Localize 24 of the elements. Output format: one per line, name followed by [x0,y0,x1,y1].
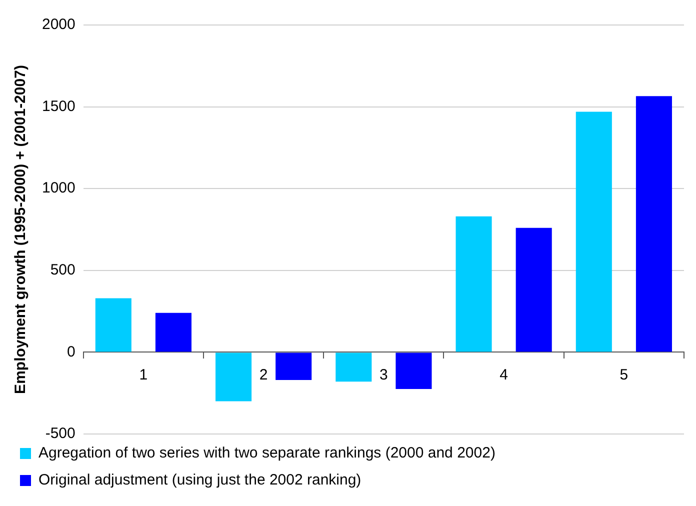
x-tick-label: 4 [500,366,508,384]
bar [576,112,612,352]
bar [216,352,252,402]
y-tick-label: -500 [45,425,76,442]
bar [636,96,672,352]
x-tick-label: 5 [620,366,628,384]
bar [456,216,492,352]
bar [276,352,312,380]
bar [155,312,192,352]
x-tick-label: 3 [380,366,388,384]
bar [396,352,432,390]
y-tick-label: 500 [50,262,76,279]
x-tick-label: 2 [259,366,268,384]
y-tick-label: 1000 [42,180,76,197]
bar [95,298,132,352]
y-tick-label: 1500 [42,98,76,115]
legend-label: Original adjustment (using just the 2002 ranking) [38,472,362,489]
bar [336,352,372,382]
legend-label: Agregation of two series with two separate rankings (2000 and 2002) [38,444,496,462]
y-tick-label: 2000 [42,16,76,34]
y-tick-label: 0 [67,343,76,360]
bar [516,228,552,352]
x-tick-label: 1 [139,366,148,384]
y-axis-title: Employment growth (1995-2000) + (2001-2007) [12,65,30,394]
